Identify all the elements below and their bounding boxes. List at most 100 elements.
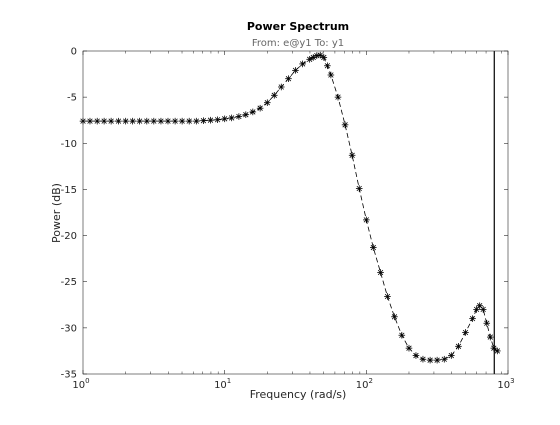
data-point-marker (487, 333, 494, 341)
data-point-marker (207, 116, 214, 124)
marker-stroke (399, 332, 405, 338)
marker-stroke (158, 118, 164, 124)
marker-stroke (214, 117, 221, 123)
y-tick-label: -25 (61, 277, 77, 288)
data-point-marker (405, 344, 413, 352)
marker-stroke (115, 118, 122, 124)
data-point-marker (115, 117, 122, 125)
data-point-marker (483, 319, 491, 327)
marker-stroke (328, 72, 334, 78)
data-point-marker (426, 356, 434, 364)
y-tick-label: -5 (67, 93, 77, 104)
y-tick-label: -35 (61, 370, 77, 381)
marker-stroke (87, 118, 93, 124)
data-point-marker (136, 117, 143, 125)
marker-stroke (413, 352, 419, 359)
marker-stroke (455, 343, 462, 349)
data-point-marker (320, 54, 328, 61)
data-point-marker (363, 216, 370, 224)
data-point-marker (473, 306, 480, 313)
marker-stroke (469, 315, 476, 322)
marker-stroke (292, 67, 299, 74)
data-point-marker (299, 60, 306, 68)
marker-stroke (349, 152, 355, 158)
marker-stroke (264, 100, 270, 106)
marker-stroke (441, 356, 447, 362)
data-point-marker (193, 117, 200, 125)
x-tick-label: 101 (214, 377, 231, 391)
marker-stroke (462, 329, 469, 336)
data-point-marker (171, 117, 179, 125)
data-point-marker (384, 293, 391, 300)
data-point-marker (316, 51, 324, 59)
marker-stroke (165, 118, 171, 124)
chart-title: Power Spectrum (247, 20, 349, 33)
marker-stroke (101, 118, 107, 124)
marker-stroke (179, 118, 185, 124)
marker-stroke (250, 109, 256, 115)
marker-stroke (384, 293, 391, 300)
data-point-marker (324, 62, 331, 70)
data-point-marker (309, 54, 317, 61)
data-point-marker (391, 313, 398, 321)
data-point-marker (228, 114, 235, 122)
data-point-marker (440, 355, 448, 363)
data-point-marker (235, 113, 243, 120)
data-point-marker (200, 117, 207, 124)
marker-stroke (108, 118, 114, 124)
data-point-marker (479, 306, 487, 313)
data-point-marker (341, 121, 349, 129)
data-point-marker (377, 269, 384, 276)
marker-stroke (434, 357, 440, 363)
data-point-marker (129, 117, 136, 125)
marker-stroke (200, 118, 207, 124)
marker-stroke (278, 84, 284, 90)
data-point-marker (93, 117, 101, 125)
marker-stroke (487, 334, 493, 340)
series-layer (79, 51, 501, 364)
y-tick-label: -30 (61, 323, 77, 334)
marker-stroke (94, 118, 100, 124)
data-point-marker (100, 117, 108, 125)
data-point-marker (469, 315, 476, 322)
marker-stroke (317, 52, 323, 58)
marker-stroke (186, 118, 192, 124)
data-point-marker (334, 93, 342, 101)
y-tick-label: 0 (71, 47, 77, 58)
y-tick-label: -10 (61, 139, 77, 150)
marker-stroke (477, 303, 483, 309)
marker-stroke (427, 357, 433, 363)
marker-stroke (391, 314, 398, 320)
x-tick-label: 103 (497, 377, 514, 391)
data-point-marker (494, 347, 501, 355)
marker-stroke (484, 320, 490, 326)
y-tick-label: -20 (61, 231, 77, 242)
marker-stroke (228, 115, 235, 121)
data-point-marker (214, 116, 221, 124)
data-point-marker (370, 244, 377, 251)
data-point-marker (143, 117, 151, 125)
marker-stroke (473, 306, 480, 313)
marker-stroke (136, 118, 143, 124)
marker-stroke (193, 118, 199, 124)
y-axis-label: Power (dB) (50, 183, 63, 243)
x-tick-label: 102 (356, 377, 373, 391)
data-point-marker (107, 117, 115, 125)
data-point-marker (277, 83, 285, 91)
data-point-marker (455, 343, 462, 350)
data-point-marker (185, 117, 193, 125)
ticks-layer (82, 50, 509, 375)
marker-stroke (321, 54, 327, 61)
marker-stroke (370, 244, 376, 251)
marker-stroke (271, 92, 277, 98)
marker-stroke (172, 118, 178, 124)
marker-stroke (222, 116, 228, 122)
data-point-marker (150, 117, 158, 125)
marker-stroke (122, 118, 129, 124)
data-point-marker (398, 331, 406, 339)
marker-stroke (363, 217, 369, 223)
marker-stroke (144, 118, 150, 124)
